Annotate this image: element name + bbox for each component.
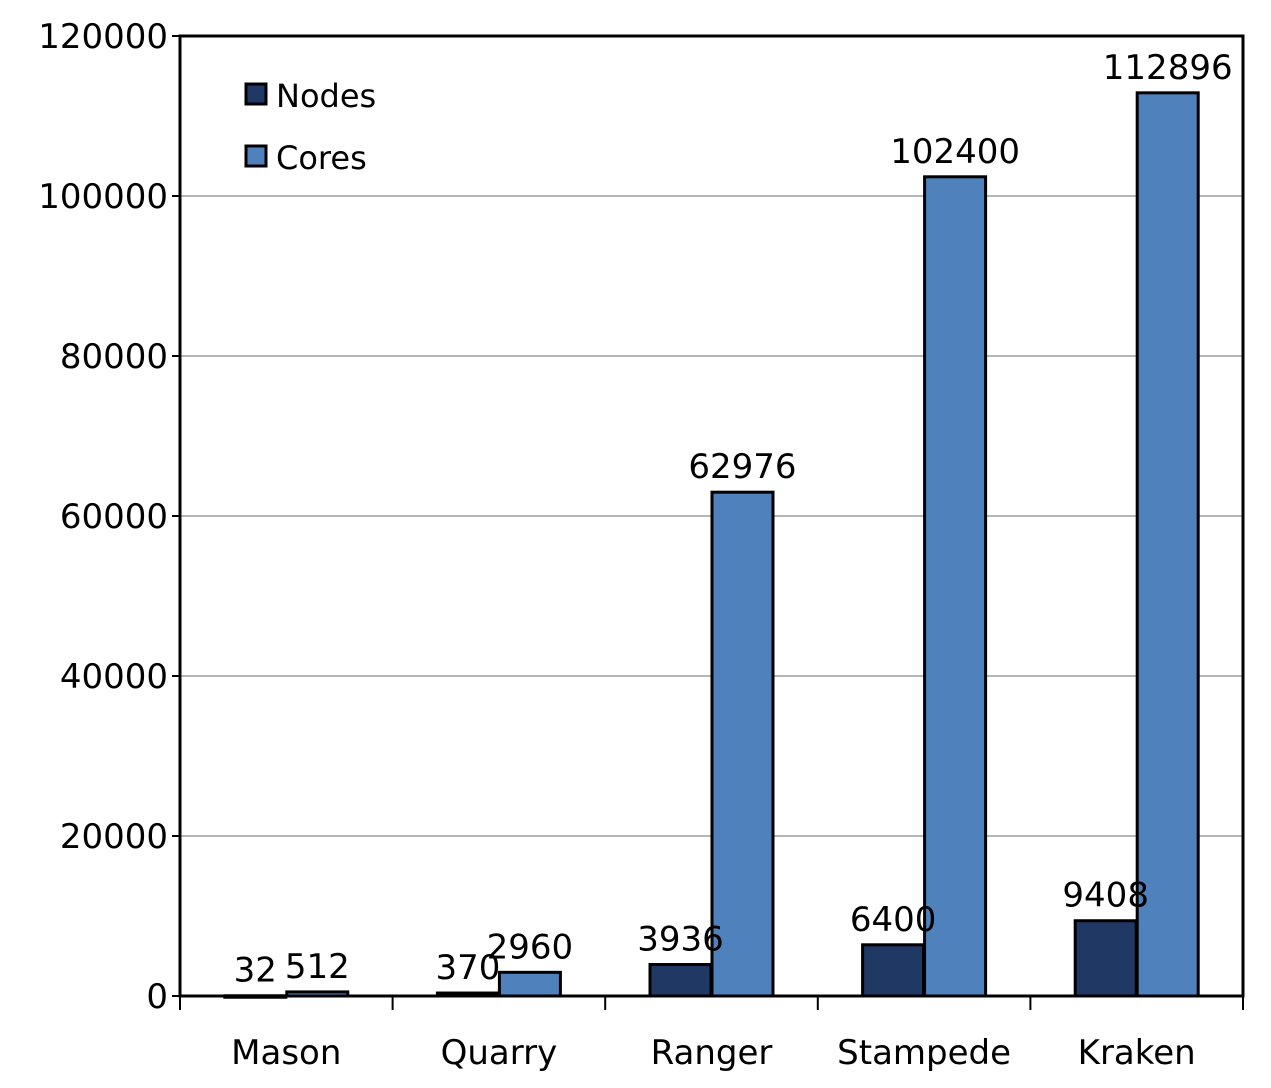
bar-cores-stampede xyxy=(923,175,988,998)
y-tick-label: 80000 xyxy=(60,337,168,377)
bar-nodes-ranger xyxy=(648,963,713,998)
bars xyxy=(223,91,1200,999)
x-tick-label: Quarry xyxy=(441,1033,558,1073)
data-label-nodes-mason: 32 xyxy=(234,951,277,991)
y-tick-label: 120000 xyxy=(38,17,168,57)
data-label-cores-stampede: 102400 xyxy=(890,132,1020,172)
x-tick-label: Stampede xyxy=(837,1033,1011,1073)
data-label-cores-ranger: 62976 xyxy=(688,447,796,487)
data-label-nodes-ranger: 3936 xyxy=(637,920,724,960)
bar-cores-quarry xyxy=(497,970,562,998)
y-tick-label: 0 xyxy=(146,977,168,1017)
x-tick-label: Kraken xyxy=(1078,1033,1196,1073)
y-axis-ticks: 0 20000 40000 60000 80000 100000 120000 xyxy=(38,17,180,1017)
y-tick-label: 100000 xyxy=(38,177,168,217)
bar-cores-ranger xyxy=(710,490,775,998)
data-label-cores-mason: 512 xyxy=(285,947,350,987)
legend-label-nodes: Nodes xyxy=(276,77,376,115)
data-label-cores-kraken: 112896 xyxy=(1103,48,1233,88)
y-tick-label: 60000 xyxy=(60,497,168,537)
data-label-nodes-kraken: 9408 xyxy=(1062,876,1149,916)
legend-swatch-cores xyxy=(244,144,268,168)
legend-label-cores: Cores xyxy=(276,139,367,177)
data-label-cores-quarry: 2960 xyxy=(487,927,574,967)
y-tick-label: 40000 xyxy=(60,657,168,697)
bar-nodes-kraken xyxy=(1073,919,1138,998)
y-tick-label: 20000 xyxy=(60,817,168,857)
x-axis-ticks: Mason Quarry Ranger Stampede Kraken xyxy=(179,996,1244,1073)
bar-nodes-stampede xyxy=(861,943,926,998)
legend: Nodes Cores xyxy=(244,77,376,177)
legend-swatch-nodes xyxy=(244,82,268,106)
bar-cores-kraken xyxy=(1135,91,1200,998)
x-tick-label: Ranger xyxy=(651,1033,773,1073)
x-tick-label: Mason xyxy=(231,1033,341,1073)
data-label-nodes-quarry: 370 xyxy=(435,948,500,988)
data-label-nodes-stampede: 6400 xyxy=(850,900,937,940)
